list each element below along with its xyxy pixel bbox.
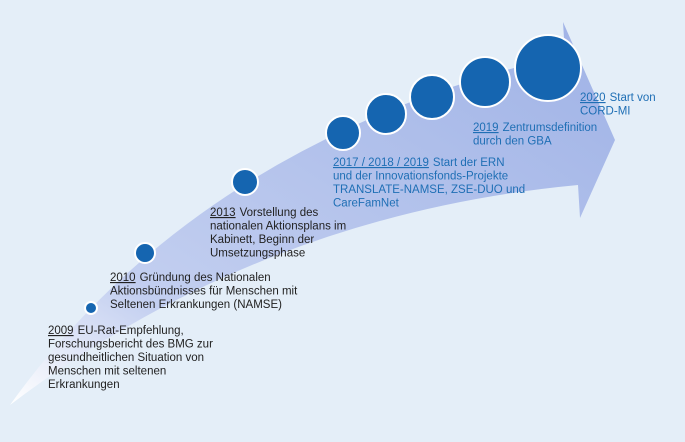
milestones <box>84 34 582 315</box>
event-text: Kabinett, Beginn der <box>210 234 314 246</box>
event-text: Zentrumsdefinition <box>503 122 598 134</box>
event-year: 2019 <box>473 122 499 134</box>
event-text: Erkrankungen <box>48 379 120 391</box>
event-text: TRANSLATE-NAMSE, ZSE-DUO und <box>333 184 525 196</box>
event-text: Forschungsbericht des BMG zur <box>48 339 213 351</box>
event-year: 2010 <box>110 272 136 284</box>
event-text: nationalen Aktionsplans im <box>210 221 346 233</box>
event-label: 2010 Gründung des Nationalen Aktionsbündni… <box>110 272 298 311</box>
event-text: Vorstellung des <box>240 207 319 219</box>
event-text: Menschen mit seltenen <box>48 366 166 378</box>
milestone-dot <box>134 242 156 264</box>
milestone-dot <box>365 93 407 135</box>
event-label: 2019 Zentrumsdefinition durch den GBA <box>473 122 597 148</box>
event-text: Gründung des Nationalen <box>140 272 271 284</box>
event-text: EU-Rat-Empfehlung, <box>78 325 184 337</box>
event-year: 2013 <box>210 207 236 219</box>
event-text: Start von <box>610 92 656 104</box>
milestone-dot <box>459 56 511 108</box>
arrow <box>10 22 615 405</box>
event-year: 2017 / 2018 / 2019 <box>333 157 429 169</box>
event-label: 2013 Vorstellung des nationalen Aktionspla… <box>210 207 346 260</box>
event-text: Aktionsbündnisses für Menschen mit <box>110 286 298 298</box>
event-text: Start der ERN <box>433 157 505 169</box>
labels: 2009 EU-Rat-Empfehlung, Forschungsbericht … <box>48 92 656 391</box>
event-text: und der Innovationsfonds-Projekte <box>333 171 508 183</box>
milestone-dot <box>231 168 259 196</box>
event-text: Seltenen Erkrankungen (NAMSE) <box>110 299 282 311</box>
milestone-dot <box>84 301 98 315</box>
milestone-dot <box>325 115 361 151</box>
milestone-dot <box>514 34 582 102</box>
event-label: 2009 EU-Rat-Empfehlung, Forschungsbericht … <box>48 325 213 391</box>
event-label: 2020 Start von CORD-MI <box>580 92 656 118</box>
event-text: gesundheitlichen Situation von <box>48 352 204 364</box>
event-text: Umsetzungsphase <box>210 248 305 260</box>
event-text: CORD-MI <box>580 106 630 118</box>
milestone-dot <box>409 74 455 120</box>
event-text: CareFamNet <box>333 198 400 210</box>
event-label: 2017 / 2018 / 2019 Start der ERN und der I… <box>333 157 525 210</box>
event-year: 2020 <box>580 92 606 104</box>
event-text: durch den GBA <box>473 136 552 148</box>
event-year: 2009 <box>48 325 74 337</box>
